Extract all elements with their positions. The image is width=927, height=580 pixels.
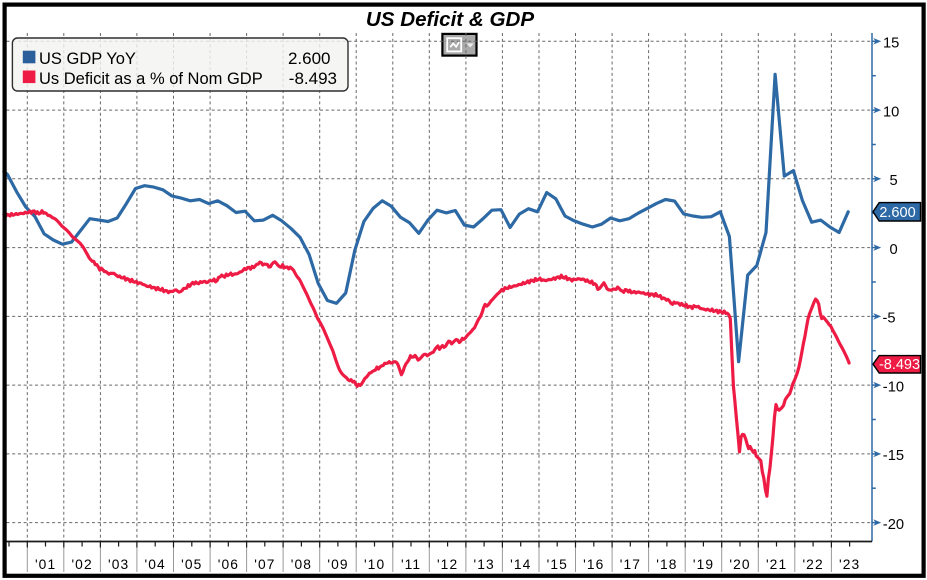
svg-text:-8.493: -8.493 <box>879 357 920 373</box>
svg-text:'06: '06 <box>218 557 239 572</box>
svg-text:'01: '01 <box>35 557 56 572</box>
svg-text:10: 10 <box>883 104 899 120</box>
svg-text:-10: -10 <box>883 379 904 395</box>
svg-text:'09: '09 <box>327 557 348 572</box>
svg-text:'22: '22 <box>802 557 823 572</box>
svg-text:'05: '05 <box>181 557 202 572</box>
svg-text:'15: '15 <box>547 557 568 572</box>
svg-text:'18: '18 <box>656 557 677 572</box>
svg-text:US GDP YoY: US GDP YoY <box>39 50 136 68</box>
svg-text:'11: '11 <box>401 557 421 572</box>
svg-text:'23: '23 <box>839 557 860 572</box>
svg-text:0: 0 <box>890 242 898 258</box>
svg-text:-15: -15 <box>883 448 904 464</box>
svg-text:'08: '08 <box>291 557 312 572</box>
svg-text:-20: -20 <box>883 517 904 533</box>
svg-text:-5: -5 <box>883 311 896 327</box>
svg-text:'14: '14 <box>510 557 531 572</box>
svg-text:'12: '12 <box>437 557 458 572</box>
svg-text:'16: '16 <box>583 557 604 572</box>
svg-text:15: 15 <box>883 36 899 52</box>
svg-text:-8.493: -8.493 <box>289 69 337 88</box>
svg-text:2.600: 2.600 <box>879 205 915 221</box>
svg-text:'13: '13 <box>474 557 495 572</box>
svg-text:US Deficit & GDP: US Deficit & GDP <box>366 8 534 31</box>
svg-text:'02: '02 <box>71 557 92 572</box>
svg-text:'19: '19 <box>693 557 714 572</box>
svg-text:'20: '20 <box>729 557 750 572</box>
svg-text:'03: '03 <box>108 557 129 572</box>
svg-text:'17: '17 <box>620 557 641 572</box>
svg-text:'04: '04 <box>145 557 166 572</box>
svg-text:5: 5 <box>890 173 898 189</box>
svg-text:'21: '21 <box>766 557 787 572</box>
svg-text:'07: '07 <box>254 557 275 572</box>
svg-text:Us Deficit as a % of Nom GDP: Us Deficit as a % of Nom GDP <box>39 70 263 88</box>
svg-text:2.600: 2.600 <box>288 49 331 68</box>
svg-text:'10: '10 <box>364 557 385 572</box>
